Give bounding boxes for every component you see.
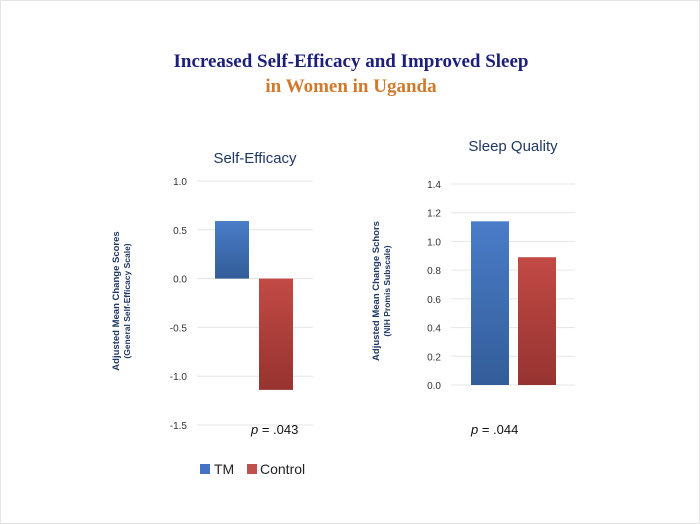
y-tick-label: 1.4 bbox=[427, 180, 441, 191]
p-symbol: p bbox=[250, 422, 258, 437]
p-value-text: = .044 bbox=[478, 422, 518, 437]
y-tick-label: -1.5 bbox=[170, 421, 188, 432]
bar-tm bbox=[215, 221, 249, 279]
bar-control bbox=[259, 278, 293, 390]
y-tick-label: 0.8 bbox=[427, 266, 441, 277]
y-axis-label-sub: (NIH Promis Subscale) bbox=[382, 245, 392, 336]
p-value: p = .044 bbox=[470, 422, 518, 437]
y-tick-label: -0.5 bbox=[170, 323, 188, 334]
bar-control bbox=[518, 257, 556, 385]
legend-label-tm: TM bbox=[214, 461, 234, 477]
y-tick-label: 0.0 bbox=[427, 381, 441, 392]
p-value: p = .043 bbox=[250, 422, 298, 437]
bar-tm bbox=[471, 221, 509, 385]
y-tick-label: 0.2 bbox=[427, 352, 441, 363]
p-symbol: p bbox=[470, 422, 478, 437]
legend-swatch-control bbox=[247, 464, 257, 474]
y-axis-label-sub: (General Self-Efficacy Scale) bbox=[122, 243, 132, 358]
legend-swatch-tm bbox=[200, 464, 210, 474]
main-title-line1: Increased Self-Efficacy and Improved Sle… bbox=[173, 51, 528, 72]
y-tick-label: 1.0 bbox=[427, 237, 441, 248]
chart-0: Self-Efficacy 1.0 0.5 0.0 -0.5 -1.0 -1.5 Adjust… bbox=[111, 150, 313, 437]
y-tick-label: 1.2 bbox=[427, 209, 441, 220]
legend: TM Control bbox=[200, 461, 305, 477]
p-value-text: = .043 bbox=[258, 422, 298, 437]
y-axis-label: Adjusted Mean Change Schors(NIH Promis S… bbox=[371, 221, 392, 361]
chart-title: Sleep Quality bbox=[468, 138, 558, 155]
chart-title: Self-Efficacy bbox=[213, 150, 297, 167]
y-tick-label: 0.0 bbox=[173, 275, 187, 286]
y-tick-label: 0.4 bbox=[427, 324, 441, 335]
chart-1: Sleep Quality 1.4 1.2 1.0 0.8 0.6 0.4 0.2 0.0 Adj… bbox=[371, 138, 575, 437]
y-axis-label-main: Adjusted Mean Change Scores bbox=[111, 231, 122, 370]
y-tick-label: -1.0 bbox=[170, 372, 188, 383]
y-axis-label-main: Adjusted Mean Change Schors bbox=[371, 221, 382, 361]
y-axis-label: Adjusted Mean Change Scores(General Self… bbox=[111, 231, 132, 370]
y-tick-label: 0.5 bbox=[173, 226, 187, 237]
main-title-line2: in Women in Uganda bbox=[265, 76, 437, 97]
legend-label-control: Control bbox=[260, 461, 305, 477]
y-tick-label: 1.0 bbox=[173, 177, 187, 188]
y-tick-label: 0.6 bbox=[427, 295, 441, 306]
